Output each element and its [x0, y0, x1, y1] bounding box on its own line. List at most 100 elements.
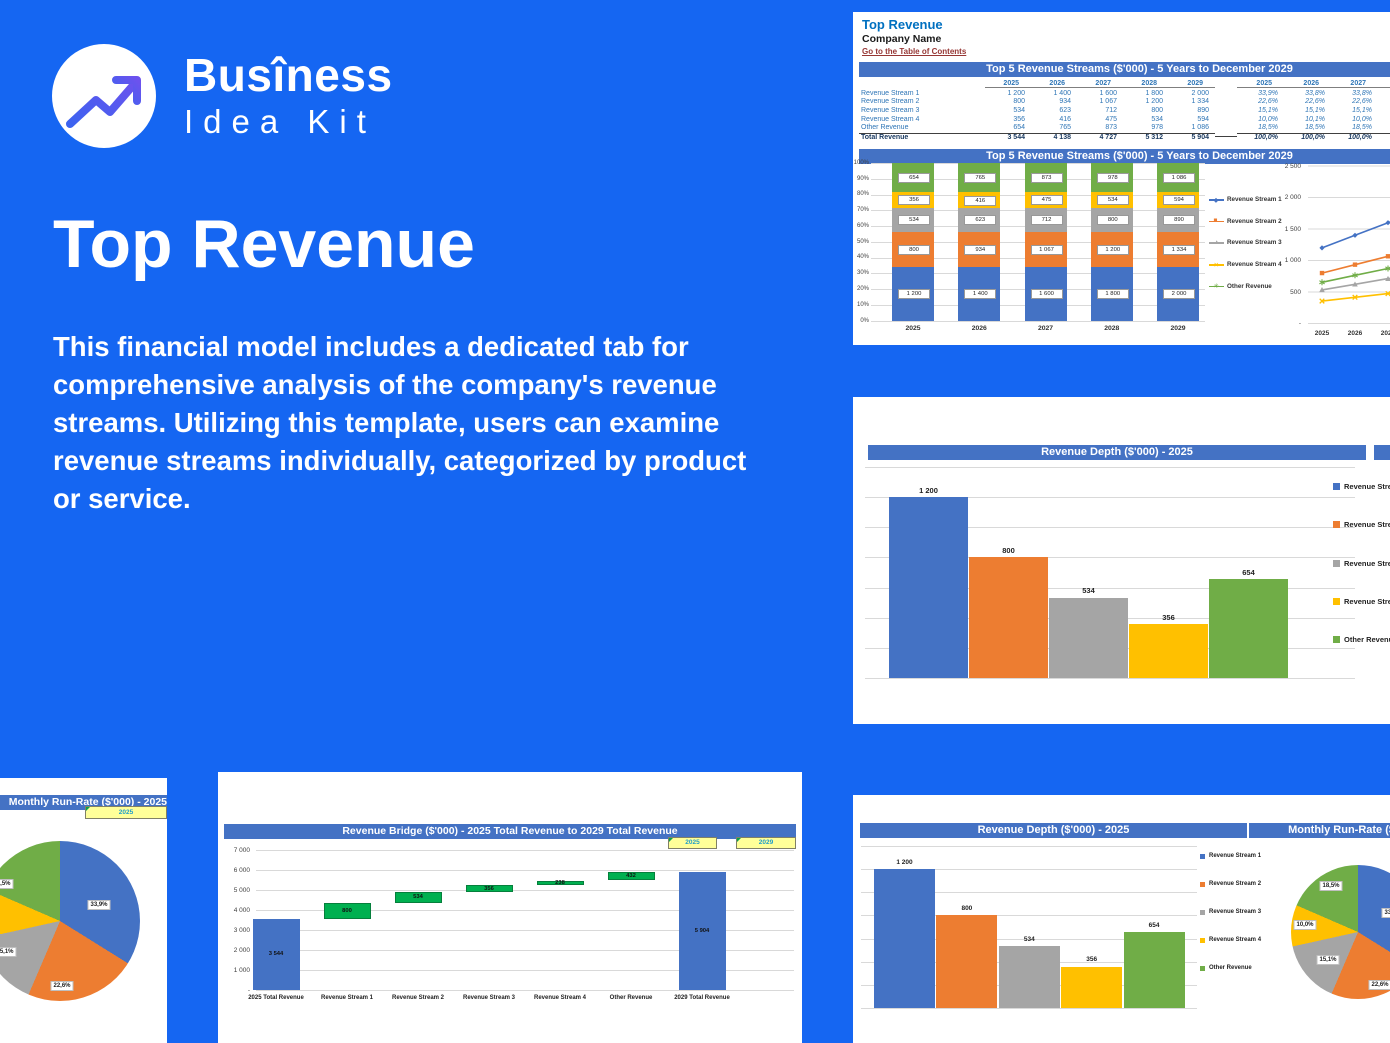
line-marker	[1319, 245, 1325, 251]
y-tick-label: 100%	[853, 159, 869, 166]
table-cell: 2026	[1284, 80, 1331, 88]
data-label: 800	[1096, 215, 1129, 226]
bridge-from-year-selector[interactable]: 2025	[668, 837, 717, 849]
table-cell: 33,9%	[1258, 89, 1278, 97]
table-cell: Total Revenue	[859, 132, 985, 141]
x-tick-label: Other Revenue	[609, 995, 653, 1001]
y-tick-label: -	[247, 986, 250, 994]
table-cell: 765	[1059, 124, 1071, 132]
table-cell: 356	[1013, 115, 1025, 123]
data-label: 356	[1086, 956, 1098, 964]
y-gridline	[861, 1008, 1197, 1009]
legend-item: Other Revenue	[1331, 635, 1390, 645]
legend-marker-line	[1209, 285, 1224, 288]
table-cell: 2025	[1237, 80, 1284, 88]
table-cell: 18,5%	[1305, 124, 1325, 132]
depth-header-bar: Revenue Depth ($'000) - 2025	[868, 445, 1366, 460]
pie-slice-label: 33,9%	[1381, 908, 1390, 918]
y-tick-label: 30%	[856, 270, 869, 277]
pie-slice-label: 22,6%	[1368, 980, 1390, 990]
y-gridline	[861, 845, 1197, 847]
x-tick-label: Revenue Stream 2	[391, 995, 445, 1001]
legend-item: Revenue Stream 3	[1331, 559, 1390, 569]
table-cell: 2029	[1169, 80, 1215, 88]
legend-item: ▲ Revenue Stream 3	[1209, 238, 1309, 248]
waterfall-bar	[465, 885, 513, 893]
legend-item: Revenue Stream 4	[1198, 937, 1318, 947]
bar	[1049, 597, 1128, 678]
data-label: 890	[1163, 215, 1195, 226]
legend-marker: ▲	[1213, 238, 1220, 246]
table-cell: 18,4%	[1378, 124, 1390, 131]
y-gridline	[256, 870, 794, 871]
y-tick-label: 2 000	[1284, 194, 1301, 201]
legend-swatch	[1333, 559, 1340, 567]
panel-monthly-run-rate: Monthly Run-Rate ($'000) - 2025 2025 33,…	[0, 778, 167, 1043]
data-label: 475	[1030, 195, 1063, 206]
legend-label: Other Revenue	[1344, 635, 1390, 645]
waterfall-bar	[252, 919, 300, 990]
data-label: 800	[961, 904, 973, 912]
data-label: 3 544	[268, 951, 284, 958]
year-selector[interactable]: 2025	[85, 806, 167, 819]
data-label: 654	[898, 173, 930, 183]
table-cell: 33,9%	[1378, 90, 1390, 97]
legend-marker: ✳	[1213, 283, 1219, 291]
legend-item: Revenue Stream 3	[1198, 909, 1318, 919]
waterfall-chart: 7 000 6 000 5 000 4 000 3 000 2 000 1 000 - 3 54…	[222, 847, 798, 1035]
panel-revenue-depth: Revenue Depth ($'000) - 2025 1 200 800 534…	[853, 397, 1390, 724]
bar	[936, 915, 998, 1008]
table-cell: 1 800	[1145, 89, 1163, 97]
y-tick-label: 6 000	[233, 866, 250, 874]
pie-slice-label: 18,5%	[0, 879, 14, 889]
data-label: 534	[898, 215, 930, 226]
y-tick-label: 0%	[860, 317, 869, 324]
table-cell: 22,6%	[1258, 98, 1278, 106]
legend-swatch	[1333, 636, 1340, 644]
data-label: 934	[964, 244, 997, 255]
bridge-from-year-value: 2025	[685, 839, 700, 846]
legend-item: Revenue Stream 4	[1331, 597, 1390, 607]
table-cell: 10,0%	[1258, 115, 1278, 123]
table-cell: 3 544	[985, 132, 1031, 141]
waterfall-bar	[536, 880, 584, 886]
data-label: 534	[1023, 935, 1035, 943]
data-label: 534	[413, 894, 423, 901]
bar	[1129, 624, 1208, 678]
bar	[1209, 579, 1288, 678]
table-cell: 475	[1105, 115, 1117, 123]
line-marker	[1385, 254, 1390, 259]
brand-logo	[52, 44, 156, 148]
y-gridline	[861, 869, 1197, 870]
stacked-chart-legend: ◆ Revenue Stream 1 ■ Revenue Stream 2 ▲ Reven…	[1209, 193, 1309, 308]
data-label: 238	[555, 879, 565, 886]
table-of-contents-link[interactable]: Go to the Table of Contents	[862, 47, 967, 56]
table-cell: 15,1%	[1305, 106, 1325, 114]
pie-slice-label: 22,6%	[50, 981, 74, 991]
table-cell: 100,0%	[1331, 132, 1378, 141]
table-cell: 623	[1059, 106, 1071, 114]
bridge-to-year-selector[interactable]: 2029	[736, 837, 796, 849]
pie-circle	[0, 841, 140, 1001]
x-tick-label: 2025 Total Revenue	[248, 995, 304, 1001]
legend-item: ■ Revenue Stream 2	[1209, 217, 1309, 227]
y-gridline	[256, 910, 794, 911]
table-row: Revenue Stream 4 356 416 475 534 594 10,0% 10,1…	[859, 115, 1390, 124]
table-cell: 100,0%	[1237, 132, 1284, 141]
legend-swatch	[1200, 966, 1205, 971]
legend-swatch	[1333, 597, 1340, 605]
y-tick-label: 80%	[856, 191, 869, 198]
table-cell: Revenue Stream 2	[861, 98, 920, 106]
table-row: Revenue Stream 2 800 934 1 067 1 200 1 334 22,…	[859, 98, 1390, 107]
data-label: 356	[484, 885, 494, 892]
table-cell: 2 000	[1191, 89, 1209, 97]
depth-bar-chart-small: 1 200 800 534 356 654	[861, 835, 1206, 1035]
table-cell: 10,1%	[1305, 115, 1325, 123]
line-marker	[1352, 294, 1358, 301]
y-gridline	[256, 890, 794, 891]
table-cell: 534	[1151, 115, 1163, 123]
table-cell: 2028	[1378, 80, 1390, 88]
table-cell: 1 400	[1053, 89, 1071, 97]
table-row: Total Revenue 3 544 4 138 4 727 5 312 5 904 10…	[859, 132, 1390, 142]
table-cell: 5 312	[1123, 132, 1169, 141]
